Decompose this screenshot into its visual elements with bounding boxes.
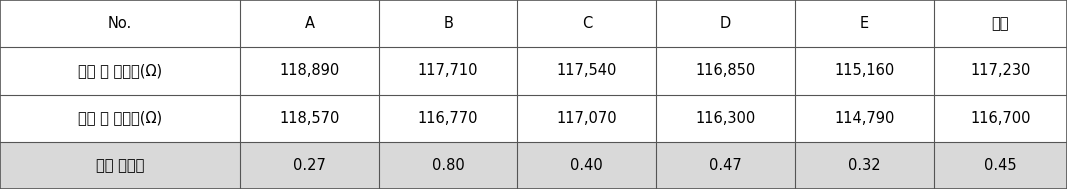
Bar xyxy=(240,47,379,94)
Bar xyxy=(0,47,240,94)
Text: 116,300: 116,300 xyxy=(696,111,755,126)
Bar xyxy=(379,94,517,142)
Bar xyxy=(379,0,517,47)
Text: 0.80: 0.80 xyxy=(432,158,464,173)
Bar xyxy=(656,142,795,189)
Text: B: B xyxy=(443,16,453,31)
Text: 117,540: 117,540 xyxy=(557,63,617,78)
Bar xyxy=(240,142,379,189)
Text: C: C xyxy=(582,16,592,31)
Bar xyxy=(656,0,795,47)
Bar xyxy=(0,94,240,142)
Text: 117,230: 117,230 xyxy=(970,63,1031,78)
Bar xyxy=(795,47,934,94)
Bar xyxy=(934,142,1067,189)
Bar xyxy=(240,94,379,142)
Text: 0.40: 0.40 xyxy=(571,158,603,173)
Bar xyxy=(517,47,656,94)
Text: 평균: 평균 xyxy=(991,16,1009,31)
Text: 116,770: 116,770 xyxy=(418,111,478,126)
Bar xyxy=(934,47,1067,94)
Text: 0.47: 0.47 xyxy=(710,158,742,173)
Bar xyxy=(795,0,934,47)
Bar xyxy=(379,142,517,189)
Text: 114,790: 114,790 xyxy=(834,111,894,126)
Bar xyxy=(934,0,1067,47)
Text: 시험 후 저항값(Ω): 시험 후 저항값(Ω) xyxy=(78,111,162,126)
Bar xyxy=(795,94,934,142)
Bar xyxy=(0,142,240,189)
Bar xyxy=(0,0,240,47)
Bar xyxy=(240,0,379,47)
Text: 117,710: 117,710 xyxy=(418,63,478,78)
Bar xyxy=(656,94,795,142)
Text: 117,070: 117,070 xyxy=(557,111,617,126)
Text: No.: No. xyxy=(108,16,132,31)
Bar xyxy=(517,142,656,189)
Text: 116,700: 116,700 xyxy=(970,111,1031,126)
Text: 시험 전 저항값(Ω): 시험 전 저항값(Ω) xyxy=(78,63,162,78)
Text: A: A xyxy=(304,16,315,31)
Text: 118,570: 118,570 xyxy=(280,111,339,126)
Text: D: D xyxy=(720,16,731,31)
Text: 0.32: 0.32 xyxy=(848,158,880,173)
Text: 0.27: 0.27 xyxy=(293,158,325,173)
Text: 0.45: 0.45 xyxy=(984,158,1017,173)
Bar xyxy=(379,47,517,94)
Bar xyxy=(517,94,656,142)
Bar xyxy=(795,142,934,189)
Text: 118,890: 118,890 xyxy=(280,63,339,78)
Text: 저항 변화율: 저항 변화율 xyxy=(96,158,144,173)
Bar xyxy=(656,47,795,94)
Text: 116,850: 116,850 xyxy=(696,63,755,78)
Text: E: E xyxy=(860,16,869,31)
Bar xyxy=(517,0,656,47)
Text: 115,160: 115,160 xyxy=(834,63,894,78)
Bar xyxy=(934,94,1067,142)
